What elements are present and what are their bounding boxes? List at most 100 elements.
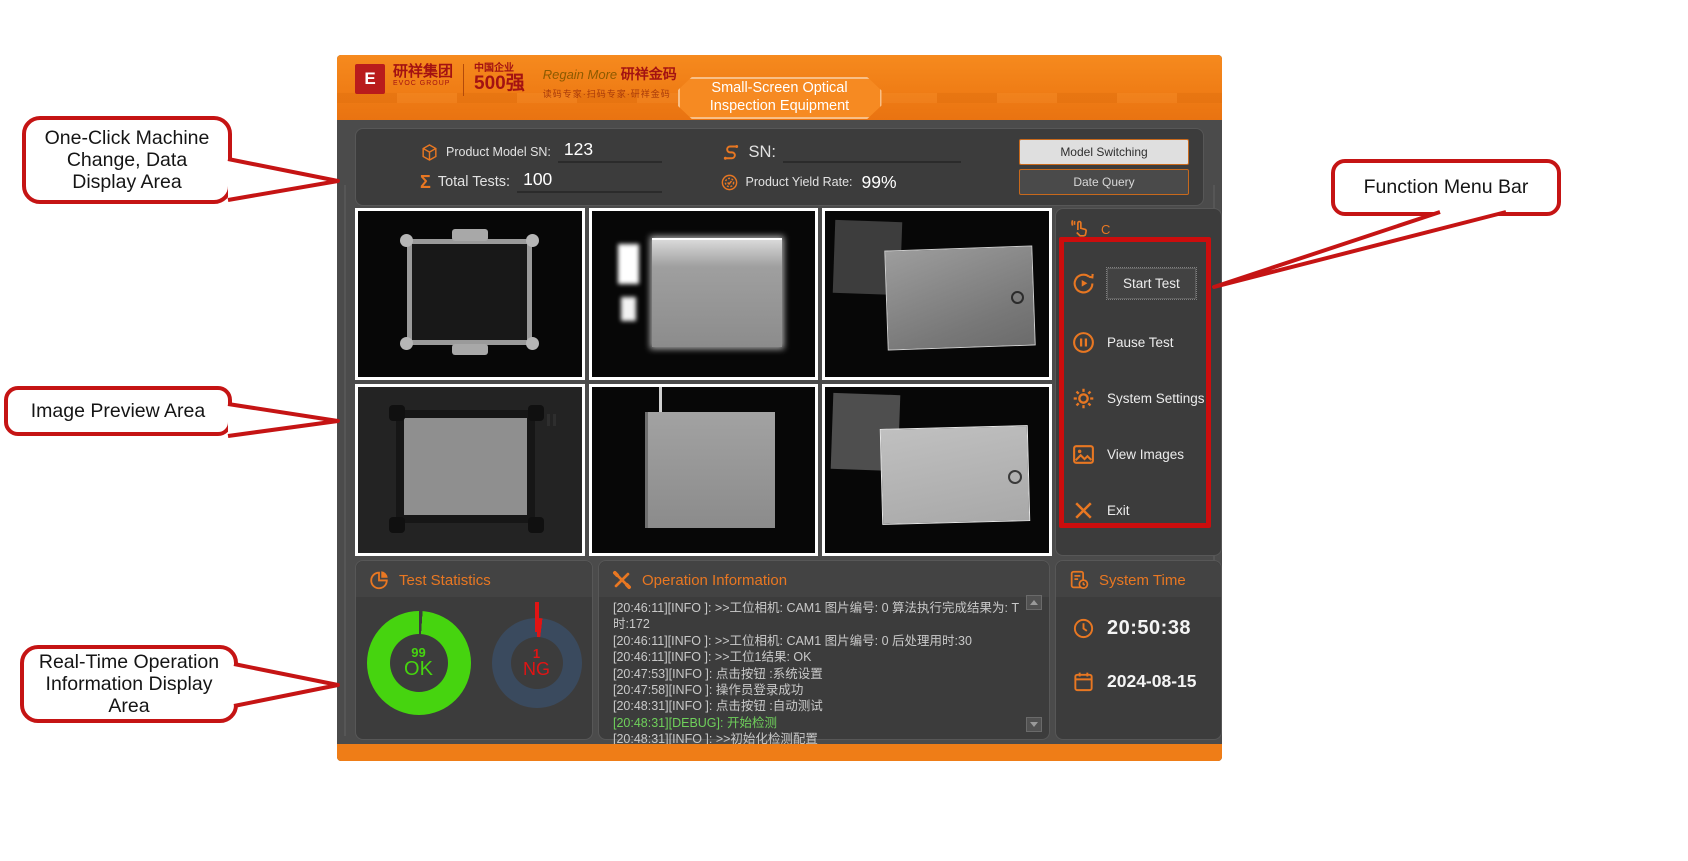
menu-header-label: C bbox=[1101, 222, 1111, 237]
sn-underline bbox=[783, 141, 961, 163]
camera-image-4[interactable] bbox=[355, 384, 585, 556]
sn-link-icon bbox=[720, 141, 742, 163]
ng-donut-chart: 1 NG bbox=[491, 602, 582, 708]
system-time-title: System Time bbox=[1099, 571, 1186, 589]
app-title-line2: Inspection Equipment bbox=[709, 98, 850, 114]
callout-image-preview-area: Image Preview Area bbox=[4, 386, 232, 436]
part-frontlit bbox=[396, 410, 535, 524]
app-header: E 研祥集团 EVOC GROUP 中国企业 500强 Regain More … bbox=[337, 55, 1222, 120]
evoc-logo-icon: E bbox=[355, 64, 385, 94]
view-images-label: View Images bbox=[1107, 447, 1185, 463]
log-line: [20:46:11][INFO ]: >>工位相机: CAM1 图片编号: 0 … bbox=[613, 601, 1019, 615]
rank-500: 500强 bbox=[474, 73, 525, 94]
brand-tagline: 读码专家·扫码专家·研祥金码 bbox=[542, 89, 671, 99]
backlit-part bbox=[652, 237, 782, 348]
current-date: 2024-08-15 bbox=[1107, 671, 1197, 691]
scroll-up-icon bbox=[1030, 600, 1038, 605]
yield-label: Product Yield Rate: bbox=[745, 175, 853, 189]
brand-name-cn: 研祥集团 bbox=[393, 63, 454, 80]
pause-test-icon bbox=[1071, 330, 1096, 355]
total-tests-underline: 100 bbox=[517, 169, 662, 193]
gear-icon bbox=[1071, 386, 1096, 411]
total-tests-label: Total Tests: bbox=[437, 174, 511, 190]
brand-logo: E 研祥集团 EVOC GROUP 中国企业 500强 Regain More … bbox=[355, 64, 677, 100]
sigma-icon: Σ bbox=[420, 171, 431, 192]
operation-information-title: Operation Information bbox=[642, 571, 788, 589]
log-line: [20:46:11][INFO ]: >>工位1结果: OK bbox=[613, 650, 812, 665]
product-model-field: Product Model SN: 123 bbox=[420, 137, 690, 167]
brand-name-en: EVOC GROUP bbox=[393, 79, 451, 87]
log-line: [20:47:58][INFO ]: 操作员登录成功 bbox=[613, 683, 804, 698]
exit-button[interactable]: Exit bbox=[1056, 498, 1221, 523]
crossed-tools-icon bbox=[611, 569, 633, 591]
start-test-button[interactable]: Start Test bbox=[1056, 266, 1221, 300]
part-fixture bbox=[407, 239, 533, 346]
log-scroll-up-button[interactable] bbox=[1026, 595, 1042, 610]
data-display-panel: Product Model SN: 123 SN: Model Switchin… bbox=[355, 128, 1204, 206]
current-time: 20:50:38 bbox=[1107, 617, 1192, 639]
pause-test-label: Pause Test bbox=[1107, 334, 1174, 350]
function-menu-panel: C Start Test Pause Test bbox=[1055, 208, 1222, 556]
camera-image-3[interactable] bbox=[822, 208, 1052, 380]
clock-icon bbox=[1072, 617, 1095, 640]
pause-test-button[interactable]: Pause Test bbox=[1056, 330, 1221, 355]
camera-image-2[interactable] bbox=[588, 208, 819, 380]
test-statistics-panel: Test Statistics 99 OK 1 NG bbox=[355, 560, 593, 740]
view-images-button[interactable]: View Images bbox=[1056, 442, 1221, 467]
ng-count: 1 bbox=[532, 645, 541, 661]
sn-field: SN: bbox=[720, 137, 990, 167]
rank-text: 中国企业 bbox=[474, 63, 515, 74]
product-model-value: 123 bbox=[563, 139, 594, 159]
log-line-debug: [20:48:31][DEBUG]: 开始检测 bbox=[613, 715, 777, 730]
app-title-badge: Small-Screen Optical Inspection Equipmen… bbox=[677, 77, 882, 119]
ok-count: 99 bbox=[411, 644, 426, 660]
log-line: 时:172 bbox=[613, 617, 650, 632]
pie-chart-icon bbox=[368, 569, 390, 591]
log-scroll-down-button[interactable] bbox=[1026, 717, 1042, 732]
product-model-label: Product Model SN: bbox=[446, 145, 551, 159]
ng-label: NG bbox=[523, 659, 550, 680]
doc-clock-icon bbox=[1068, 569, 1090, 591]
close-icon bbox=[1071, 498, 1096, 523]
product-box-icon bbox=[420, 143, 439, 162]
sn-label: SN: bbox=[748, 142, 777, 161]
callout-realtime-info-area: Real-Time Operation Information Display … bbox=[20, 645, 238, 723]
system-settings-button[interactable]: System Settings bbox=[1056, 386, 1221, 411]
system-time-panel: System Time 20:50:38 2024-08-15 bbox=[1055, 560, 1222, 740]
total-tests-field: Σ Total Tests: 100 bbox=[420, 167, 690, 197]
hand-click-icon bbox=[1070, 219, 1091, 240]
logo-divider bbox=[463, 64, 465, 96]
camera-image-6[interactable] bbox=[822, 384, 1052, 556]
camera-image-1[interactable] bbox=[355, 208, 585, 380]
product-model-underline: 123 bbox=[557, 139, 662, 163]
ok-label: OK bbox=[404, 658, 433, 681]
log-line: [20:46:11][INFO ]: >>工位相机: CAM1 图片编号: 0 … bbox=[613, 633, 972, 648]
test-statistics-title: Test Statistics bbox=[399, 571, 491, 589]
callout-data-display-area: One-Click Machine Change, Data Display A… bbox=[22, 116, 232, 204]
total-tests-value: 100 bbox=[523, 169, 553, 189]
start-test-icon bbox=[1071, 271, 1096, 296]
yield-value: 99% bbox=[861, 171, 897, 192]
left-edge-decoration bbox=[344, 185, 346, 736]
date-query-button[interactable]: Date Query bbox=[1019, 169, 1189, 195]
gray-part bbox=[645, 411, 776, 529]
image-icon bbox=[1071, 442, 1096, 467]
callout-function-menu-bar: Function Menu Bar bbox=[1331, 159, 1561, 216]
ok-donut-chart: 99 OK bbox=[366, 611, 471, 715]
log-line: [20:47:53][INFO ]: 点击按钮 :系统设置 bbox=[613, 666, 823, 681]
ng-tick-mark bbox=[534, 602, 539, 632]
scroll-down-icon bbox=[1030, 722, 1038, 727]
yield-target-icon bbox=[720, 173, 739, 192]
exit-label: Exit bbox=[1107, 503, 1130, 519]
log-output[interactable]: [20:46:11][INFO ]: >>工位相机: CAM1 图片编号: 0 … bbox=[599, 597, 1049, 752]
log-line: [20:48:31][INFO ]: >>初始化检测配置 bbox=[613, 732, 818, 747]
calendar-icon bbox=[1072, 670, 1095, 693]
system-settings-label: System Settings bbox=[1107, 390, 1205, 406]
camera-image-5[interactable] bbox=[588, 384, 819, 556]
model-switching-button[interactable]: Model Switching bbox=[1019, 139, 1189, 165]
app-window: E 研祥集团 EVOC GROUP 中国企业 500强 Regain More … bbox=[337, 55, 1222, 761]
image-preview-grid bbox=[355, 208, 1052, 556]
log-line: [20:48:31][INFO ]: 点击按钮 :自动测试 bbox=[613, 699, 823, 714]
brand-script: Regain More 研祥金码 bbox=[542, 66, 677, 82]
